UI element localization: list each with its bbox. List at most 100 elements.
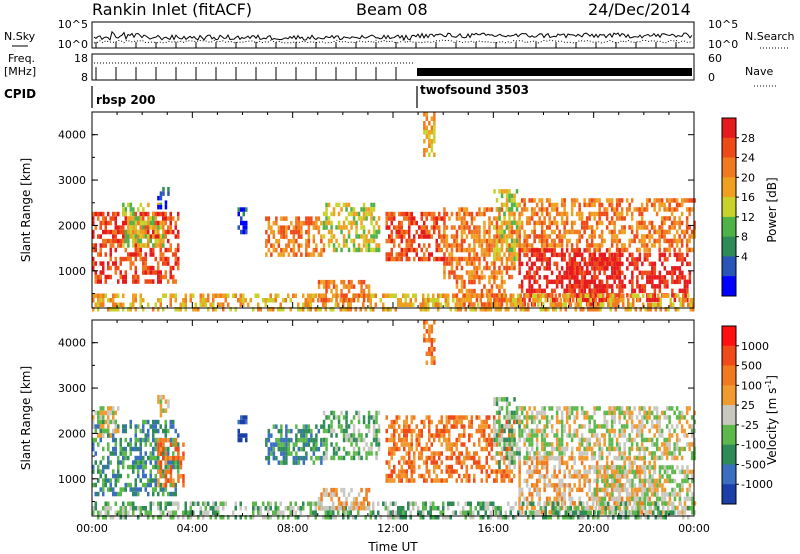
data-cell bbox=[317, 307, 320, 312]
data-cell bbox=[124, 424, 127, 429]
data-cell bbox=[518, 505, 521, 511]
data-cell bbox=[508, 469, 511, 474]
data-cell bbox=[530, 266, 534, 271]
data-cell bbox=[390, 478, 393, 483]
data-cell bbox=[267, 428, 271, 434]
data-cell bbox=[623, 284, 627, 289]
data-cell bbox=[683, 229, 686, 235]
data-cell bbox=[365, 455, 368, 461]
data-cell bbox=[478, 229, 481, 235]
data-cell bbox=[305, 424, 308, 429]
data-cell bbox=[508, 265, 511, 271]
data-cell bbox=[535, 451, 539, 456]
data-cell bbox=[473, 451, 476, 456]
colorbar-tick-label: 8 bbox=[741, 231, 748, 244]
data-cell bbox=[460, 442, 463, 447]
data-cell bbox=[598, 437, 601, 443]
data-cell bbox=[320, 247, 323, 253]
data-cell bbox=[653, 297, 657, 303]
data-cell bbox=[292, 243, 296, 248]
data-cell bbox=[400, 464, 403, 470]
data-cell bbox=[375, 455, 378, 461]
data-cell bbox=[325, 451, 328, 456]
data-cell bbox=[643, 284, 647, 289]
data-cell bbox=[237, 433, 240, 438]
data-cell bbox=[280, 437, 283, 443]
data-cell bbox=[508, 437, 511, 443]
data-cell bbox=[598, 284, 602, 289]
data-cell bbox=[535, 234, 539, 239]
data-cell bbox=[665, 446, 669, 452]
data-cell bbox=[648, 238, 651, 244]
data-cell bbox=[537, 293, 540, 298]
data-cell bbox=[588, 198, 591, 203]
data-cell bbox=[355, 247, 358, 253]
data-cell bbox=[686, 252, 689, 258]
data-cell bbox=[92, 247, 95, 253]
data-cell bbox=[280, 451, 283, 456]
data-cell bbox=[337, 302, 340, 307]
data-cell bbox=[517, 293, 520, 298]
data-cell bbox=[623, 243, 626, 248]
data-cell bbox=[394, 307, 397, 312]
data-cell bbox=[427, 307, 430, 312]
data-cell bbox=[600, 220, 604, 226]
data-cell bbox=[518, 487, 521, 493]
data-cell bbox=[355, 293, 358, 298]
data-cell bbox=[543, 433, 546, 438]
data-cell bbox=[164, 256, 167, 262]
data-cell bbox=[164, 460, 168, 465]
data-cell bbox=[513, 410, 516, 416]
data-cell bbox=[618, 261, 622, 267]
data-cell bbox=[593, 216, 596, 221]
data-cell bbox=[309, 302, 312, 307]
data-cell bbox=[613, 266, 617, 271]
data-cell bbox=[442, 293, 445, 298]
data-cell bbox=[553, 433, 556, 438]
data-cell bbox=[508, 415, 511, 420]
data-cell bbox=[162, 473, 165, 479]
data-cell bbox=[648, 229, 651, 235]
data-cell bbox=[167, 403, 170, 409]
data-cell bbox=[590, 234, 594, 239]
data-cell bbox=[152, 437, 155, 443]
data-cell bbox=[615, 202, 619, 208]
data-cell bbox=[117, 424, 120, 429]
data-cell bbox=[666, 284, 669, 289]
data-cell bbox=[430, 360, 434, 365]
data-cell bbox=[107, 433, 110, 438]
data-cell bbox=[322, 293, 326, 298]
data-cell bbox=[653, 207, 656, 212]
data-cell bbox=[388, 216, 391, 221]
data-cell bbox=[657, 302, 660, 307]
data-cell bbox=[560, 220, 564, 226]
data-cell bbox=[543, 415, 546, 420]
data-cell bbox=[129, 211, 133, 217]
data-cell bbox=[663, 451, 666, 456]
data-cell bbox=[132, 293, 135, 298]
data-cell bbox=[102, 220, 105, 226]
data-cell bbox=[460, 464, 463, 470]
data-cell bbox=[305, 451, 308, 456]
data-cell bbox=[575, 261, 579, 267]
data-cell bbox=[633, 406, 636, 411]
data-cell bbox=[310, 433, 313, 438]
data-cell bbox=[139, 256, 142, 262]
data-cell bbox=[375, 442, 378, 447]
data-cell bbox=[124, 451, 127, 456]
data-cell bbox=[275, 424, 278, 429]
data-cell bbox=[518, 211, 521, 217]
data-cell bbox=[169, 437, 172, 443]
data-cell bbox=[480, 270, 484, 275]
data-cell bbox=[152, 451, 155, 456]
data-cell bbox=[671, 288, 674, 294]
data-cell bbox=[275, 238, 278, 244]
data-cell bbox=[342, 243, 346, 248]
data-cell bbox=[645, 243, 649, 248]
data-cell bbox=[315, 455, 318, 461]
data-cell bbox=[542, 307, 545, 312]
data-cell bbox=[337, 293, 340, 298]
data-cell bbox=[137, 455, 140, 461]
data-cell bbox=[605, 216, 609, 221]
data-cell bbox=[403, 437, 406, 443]
